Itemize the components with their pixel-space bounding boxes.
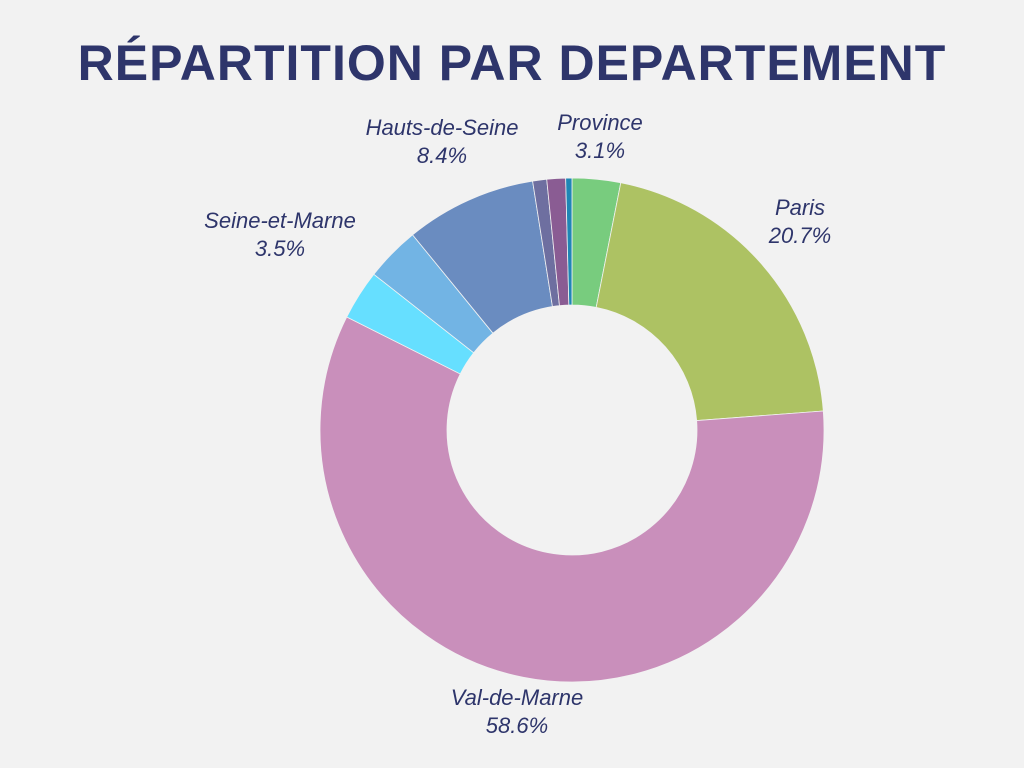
chart-title: RÉPARTITION PAR DEPARTEMENT	[77, 35, 947, 91]
slice-value-label: 8.4%	[417, 143, 467, 168]
slice-value-label: 3.1%	[575, 138, 625, 163]
slice-unlabeled-8	[565, 177, 573, 306]
slice-value-label: 20.7%	[768, 223, 831, 248]
slice-value-label: 58.6%	[486, 713, 548, 738]
slice-name-label: Seine-et-Marne	[204, 208, 356, 233]
slice-val-de-marne	[319, 316, 825, 683]
slice-name-label: Hauts-de-Seine	[366, 115, 519, 140]
slice-name-label: Paris	[775, 195, 825, 220]
slice-value-label: 3.5%	[255, 236, 305, 261]
slice-paris	[595, 182, 824, 422]
slice-name-label: Province	[557, 110, 643, 135]
slice-name-label: Val-de-Marne	[451, 685, 583, 710]
